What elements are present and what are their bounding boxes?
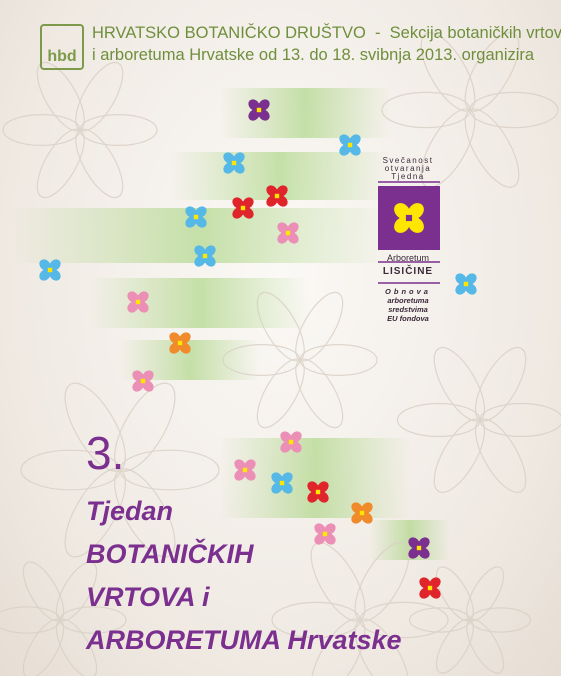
flower-center xyxy=(243,468,247,472)
lily-petal xyxy=(398,404,481,437)
flower-center xyxy=(136,300,140,304)
badge-place: Arboretum xyxy=(373,253,443,263)
lily-petal xyxy=(470,92,558,127)
badge-bottom: Obnova arboretuma sredstvima EU fondova xyxy=(373,287,443,323)
flower-center xyxy=(48,268,52,272)
lily-petal xyxy=(16,556,72,626)
header-line: i arboretuma Hrvatske od 13. do 18. svib… xyxy=(92,46,534,65)
title-line: Tjedan xyxy=(86,496,173,527)
lily-petal xyxy=(0,607,60,633)
decor xyxy=(0,0,561,676)
flower-center xyxy=(360,511,364,515)
flower-center xyxy=(203,254,207,258)
flower-center xyxy=(323,532,327,536)
lily-petal xyxy=(455,101,529,195)
badge-text: Obnova xyxy=(373,287,443,296)
badge-top: Svečanost otvaranja Tjedna xyxy=(373,157,443,181)
flower-center xyxy=(286,231,290,235)
flower xyxy=(453,271,479,297)
lily-petal xyxy=(460,562,511,626)
poster: hbd HRVATSKO BOTANIČKO DRUŠTVO - Sekcija… xyxy=(0,0,561,676)
lily-petal xyxy=(120,450,219,490)
title-line: BOTANIČKIH xyxy=(86,539,253,570)
lily-petal xyxy=(429,614,480,676)
lily-petal xyxy=(67,122,132,204)
title-line: ARBORETUMA Hrvatske xyxy=(86,625,402,656)
badge-name: LISIČINE xyxy=(373,266,443,277)
flower xyxy=(312,521,338,547)
lily-petal xyxy=(382,92,470,127)
flower-center xyxy=(316,490,320,494)
lily-petal xyxy=(80,115,157,146)
badge-text: EU fondova xyxy=(373,314,443,323)
lily-petal xyxy=(424,412,494,500)
lily-petal xyxy=(410,608,471,632)
flower-center xyxy=(348,143,352,147)
lily-petal xyxy=(300,345,377,376)
flower-center xyxy=(257,108,261,112)
lily-petal xyxy=(28,122,93,204)
flower-center xyxy=(232,161,236,165)
flower-center xyxy=(417,546,421,550)
streak xyxy=(90,278,310,328)
lily-petal xyxy=(466,412,536,500)
flower-center xyxy=(241,206,245,210)
flower-center xyxy=(428,586,432,590)
lily-petal xyxy=(470,608,531,632)
edition-number: 3. xyxy=(86,426,124,480)
lily-petal xyxy=(3,115,80,146)
badge-text: Tjedna xyxy=(373,173,443,181)
lily-petal xyxy=(301,535,375,629)
lily-petal xyxy=(480,404,561,437)
flower-center xyxy=(275,194,279,198)
lily-petal xyxy=(460,614,511,676)
streak xyxy=(220,88,390,138)
flower-center xyxy=(141,379,145,383)
flower-center xyxy=(289,440,293,444)
flower-center xyxy=(406,215,412,221)
badge-text: sredstvima xyxy=(373,305,443,314)
lily-petal xyxy=(424,340,494,428)
title-line: VRTOVA i xyxy=(86,582,210,613)
lily-petal xyxy=(466,340,536,428)
flower-center xyxy=(464,282,468,286)
logo: hbd xyxy=(40,24,84,70)
header-line: HRVATSKO BOTANIČKO DRUŠTVO - Sekcija bot… xyxy=(92,24,561,43)
lily-petal xyxy=(16,613,72,676)
flower-center xyxy=(280,481,284,485)
flower-center xyxy=(178,341,182,345)
badge-text: arboretuma xyxy=(373,296,443,305)
lily-petal xyxy=(287,352,352,434)
flower-center xyxy=(194,215,198,219)
